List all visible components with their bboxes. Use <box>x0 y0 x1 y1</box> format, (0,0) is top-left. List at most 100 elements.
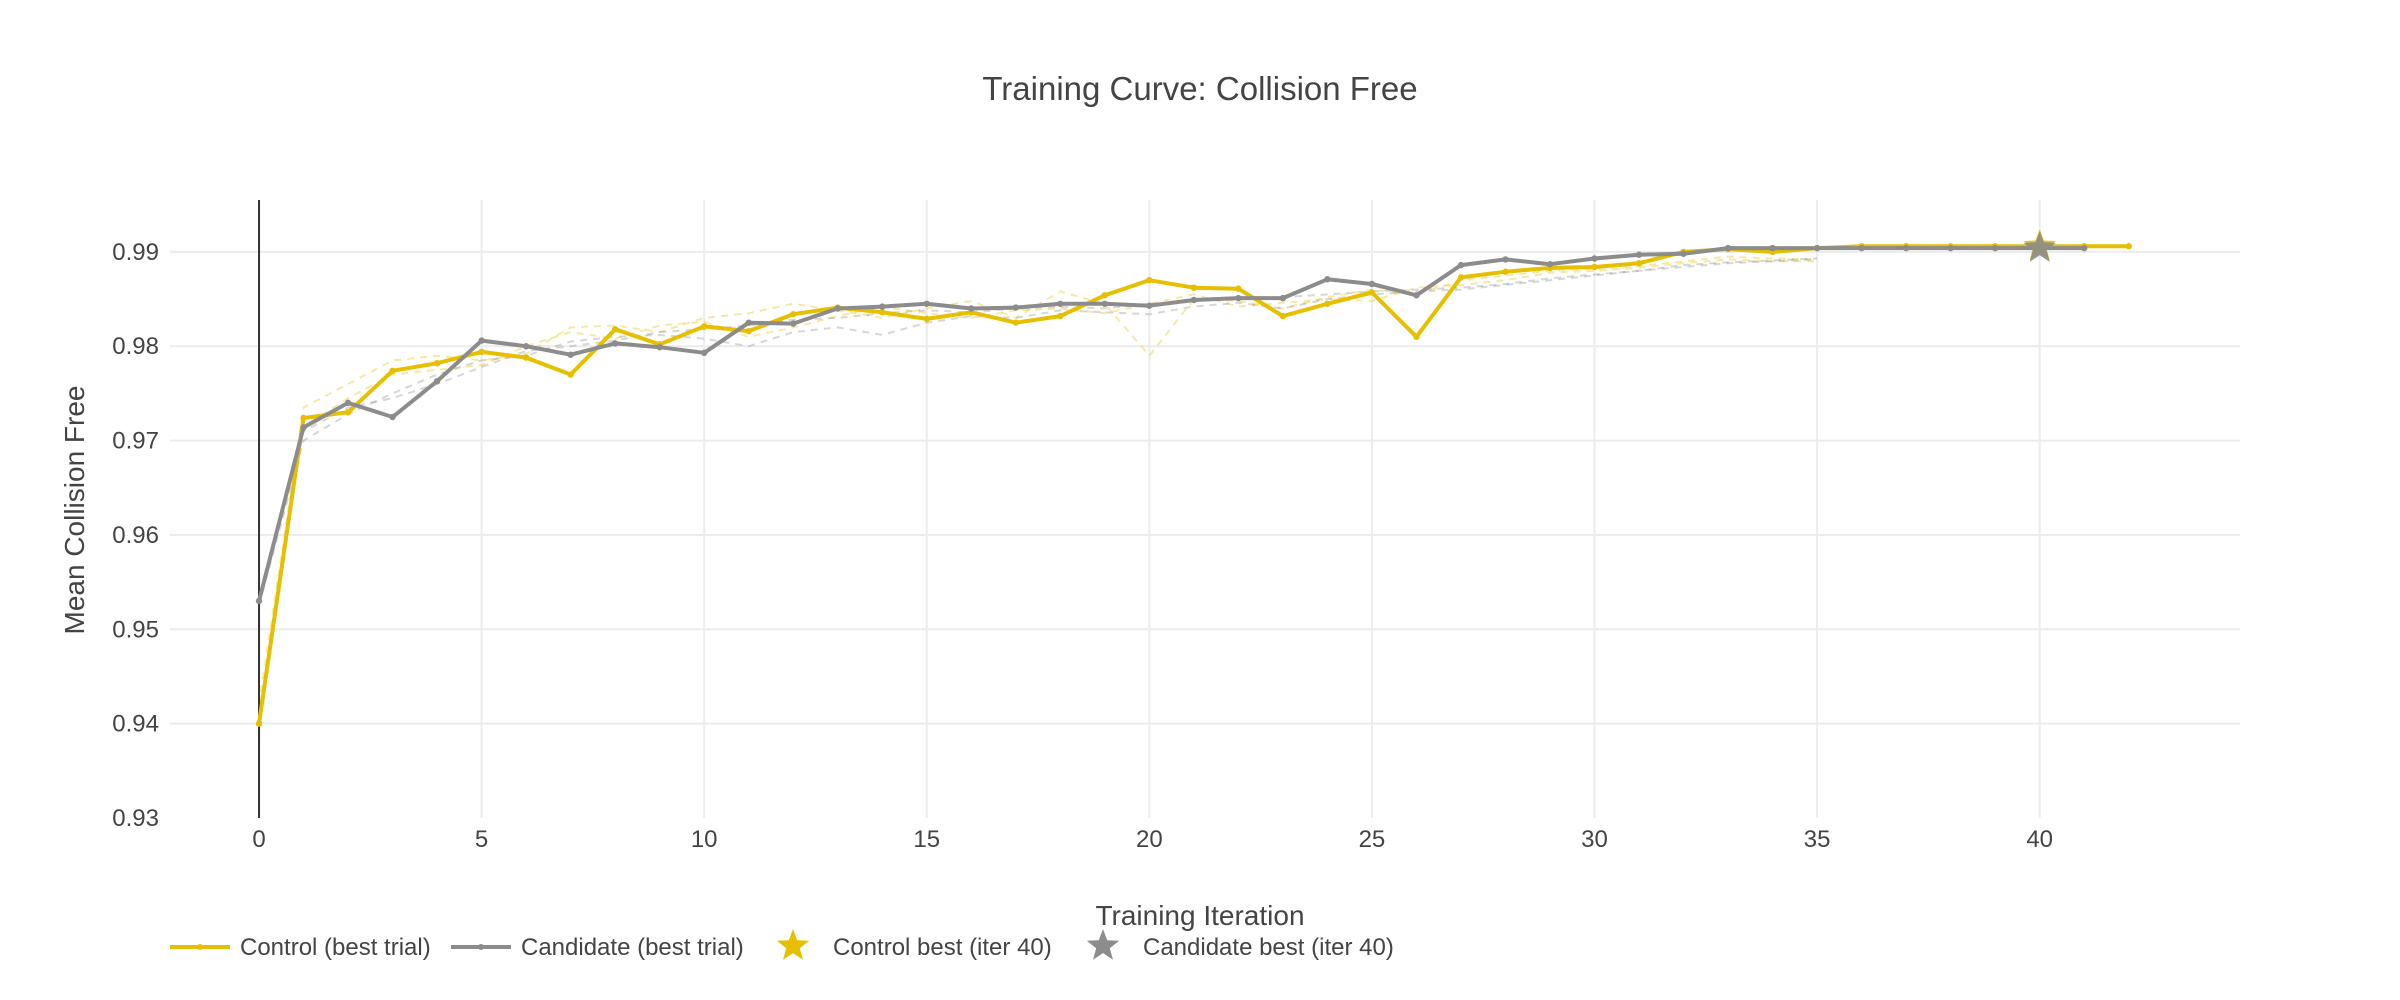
data-point-control[interactable] <box>1146 276 1153 284</box>
x-tick-label: 20 <box>1136 826 1163 853</box>
data-point-candidate[interactable] <box>1012 304 1020 311</box>
data-point-candidate[interactable] <box>1991 244 1999 252</box>
x-tick-label: 25 <box>1359 826 1386 853</box>
data-point-candidate[interactable] <box>834 305 841 312</box>
best-marker-candidate-star-icon[interactable] <box>2023 231 2056 262</box>
data-point-candidate[interactable] <box>1635 251 1643 258</box>
data-point-candidate[interactable] <box>700 349 708 357</box>
x-tick-label: 0 <box>252 826 265 853</box>
data-point-candidate[interactable] <box>656 343 663 351</box>
data-point-candidate[interactable] <box>2080 244 2088 252</box>
data-point-control[interactable] <box>1502 268 1509 275</box>
faint-trial-line-candidate <box>258 258 1818 606</box>
y-tick-label: 0.95 <box>112 616 159 643</box>
data-point-candidate[interactable] <box>1858 244 1865 252</box>
data-point-control[interactable] <box>433 360 441 367</box>
data-point-control[interactable] <box>1101 292 1109 299</box>
y-tick-label: 0.99 <box>112 239 159 266</box>
data-point-candidate[interactable] <box>389 413 396 421</box>
data-point-candidate[interactable] <box>1324 276 1331 283</box>
series-lines <box>255 243 2132 727</box>
faint-trial-line-control <box>258 258 1818 715</box>
data-point-control[interactable] <box>1368 289 1376 296</box>
data-point-candidate[interactable] <box>968 305 975 312</box>
x-tick-label: 40 <box>2026 826 2053 853</box>
best-markers <box>2023 229 2056 262</box>
data-point-candidate[interactable] <box>478 337 485 344</box>
data-point-candidate[interactable] <box>1546 260 1554 268</box>
data-point-candidate[interactable] <box>1146 302 1153 309</box>
faint-trial-line-control <box>258 255 1818 705</box>
data-point-control[interactable] <box>879 309 886 316</box>
data-point-control[interactable] <box>700 323 708 330</box>
data-point-candidate[interactable] <box>1813 244 1821 252</box>
data-point-candidate[interactable] <box>1947 244 1954 252</box>
data-point-control[interactable] <box>389 367 396 374</box>
star-icon <box>776 929 810 960</box>
x-tick-label: 15 <box>913 826 940 853</box>
data-point-control[interactable] <box>1591 263 1598 271</box>
data-point-candidate[interactable] <box>1279 294 1287 302</box>
x-tick-label: 35 <box>1804 826 1831 853</box>
data-point-control[interactable] <box>344 409 352 416</box>
data-point-candidate[interactable] <box>567 351 574 358</box>
data-point-control[interactable] <box>1057 312 1064 320</box>
data-point-candidate[interactable] <box>745 319 752 326</box>
data-point-candidate[interactable] <box>879 303 886 310</box>
data-point-control[interactable] <box>1235 285 1242 292</box>
data-point-candidate[interactable] <box>1769 244 1776 252</box>
data-point-control[interactable] <box>567 371 574 378</box>
series-line-candidate <box>257 246 2085 602</box>
series-control <box>255 243 2132 727</box>
data-point-candidate[interactable] <box>1235 294 1242 302</box>
legend-swatch-control-dot <box>197 944 203 950</box>
data-point-candidate[interactable] <box>1680 250 1687 257</box>
data-point-candidate[interactable] <box>1724 244 1732 252</box>
legend-item-candidate-best[interactable]: Candidate best (iter 40) <box>1086 929 1394 961</box>
data-point-candidate[interactable] <box>433 377 441 385</box>
data-point-candidate[interactable] <box>1457 261 1465 269</box>
data-point-candidate[interactable] <box>1591 255 1598 262</box>
data-point-control[interactable] <box>1635 260 1643 267</box>
data-point-control[interactable] <box>611 326 619 333</box>
data-point-control[interactable] <box>2125 243 2132 250</box>
data-point-candidate[interactable] <box>1101 300 1109 307</box>
data-point-candidate[interactable] <box>1413 292 1420 299</box>
data-point-candidate[interactable] <box>790 320 797 327</box>
data-point-control[interactable] <box>1457 274 1465 281</box>
data-point-control[interactable] <box>255 720 263 727</box>
x-axis-title: Training Iteration <box>1095 900 1304 931</box>
data-point-control[interactable] <box>1190 284 1198 291</box>
data-point-candidate[interactable] <box>300 424 307 431</box>
data-point-control[interactable] <box>923 315 930 323</box>
data-point-control[interactable] <box>300 414 307 422</box>
grid <box>170 200 2240 818</box>
legend-item-control-line[interactable]: Control (best trial) <box>170 934 431 961</box>
data-point-candidate[interactable] <box>255 597 263 605</box>
data-point-candidate[interactable] <box>1368 280 1376 288</box>
y-axis-title: Mean Collision Free <box>59 386 90 635</box>
data-point-control[interactable] <box>522 354 530 361</box>
data-point-candidate[interactable] <box>1902 244 1910 252</box>
data-point-control[interactable] <box>1012 319 1020 326</box>
x-tick-label: 10 <box>691 826 718 853</box>
data-point-control[interactable] <box>1413 333 1420 341</box>
data-point-candidate[interactable] <box>923 300 930 307</box>
data-point-control[interactable] <box>1324 300 1331 307</box>
data-point-candidate[interactable] <box>344 399 352 407</box>
faint-trials <box>258 255 1818 715</box>
data-point-candidate[interactable] <box>1057 300 1064 307</box>
data-point-candidate[interactable] <box>1502 256 1509 263</box>
y-tick-label: 0.94 <box>112 711 159 738</box>
data-point-control[interactable] <box>790 310 797 318</box>
legend-label-candidate-best: Candidate best (iter 40) <box>1143 934 1394 961</box>
data-point-candidate[interactable] <box>522 343 530 350</box>
legend-item-candidate-line[interactable]: Candidate (best trial) <box>451 934 744 961</box>
data-point-control[interactable] <box>745 327 752 335</box>
y-tick-label: 0.93 <box>112 805 159 832</box>
data-point-control[interactable] <box>1279 312 1287 320</box>
data-point-candidate[interactable] <box>611 340 619 347</box>
data-point-control[interactable] <box>478 348 485 356</box>
data-point-candidate[interactable] <box>1190 296 1198 304</box>
legend-item-control-best[interactable]: Control best (iter 40) <box>776 929 1052 961</box>
